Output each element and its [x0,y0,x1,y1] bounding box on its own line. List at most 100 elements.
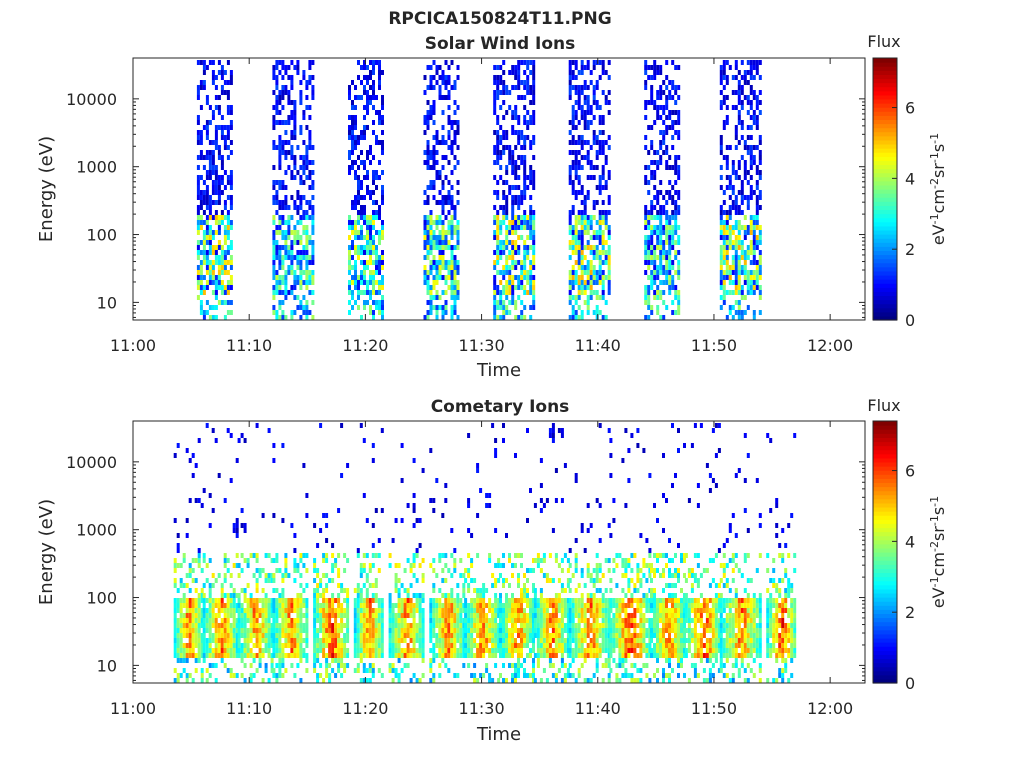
heatmap-cell [599,270,602,275]
heatmap-cell [453,648,456,653]
heatmap-cell [596,80,599,85]
heatmap-cell [485,613,488,618]
heatmap-cell [665,200,668,205]
heatmap-cell [587,85,590,90]
heatmap-cell [348,85,351,90]
heatmap-cell [735,205,738,210]
heatmap-cell [311,75,314,80]
heatmap-cell [218,240,221,245]
heatmap-cell [656,225,659,230]
heatmap-cell [659,95,662,100]
heatmap-cell [665,250,668,255]
heatmap-cell [459,598,462,603]
heatmap-cell [363,105,366,110]
heatmap-cell [523,265,526,270]
heatmap-cell [735,220,738,225]
heatmap-cell [195,558,198,563]
heatmap-cell [427,285,430,290]
heatmap-cell [331,658,334,663]
heatmap-cell [354,300,357,305]
heatmap-cell [419,563,422,568]
heatmap-cell [447,643,450,648]
heatmap-cell [212,648,215,653]
heatmap-cell [662,135,665,140]
heatmap-cell [302,305,305,310]
heatmap-cell [192,558,195,563]
heatmap-cell [360,633,363,638]
heatmap-cell [741,285,744,290]
heatmap-cell [759,265,762,270]
heatmap-cell [511,170,514,175]
heatmap-cell [284,568,287,573]
heatmap-cell [302,628,305,633]
heatmap-cell [650,100,653,105]
heatmap-cell [305,215,308,220]
heatmap-cell [750,290,753,295]
heatmap-cell [569,180,572,185]
heatmap-cell [572,295,575,300]
heatmap-cell [569,140,572,145]
heatmap-cell [505,533,508,538]
heatmap-cell [290,633,293,638]
heatmap-cell [671,60,674,65]
heatmap-cell [723,295,726,300]
heatmap-cell [233,633,236,638]
heatmap-cell [375,60,378,65]
heatmap-cell [236,518,239,523]
heatmap-cell [457,235,460,240]
heatmap-cell [439,65,442,70]
heatmap-cell [299,633,302,638]
heatmap-cell [485,633,488,638]
heatmap-cell [351,150,354,155]
heatmap-cell [197,285,200,290]
heatmap-cell [590,260,593,265]
heatmap-cell [723,250,726,255]
heatmap-cell [203,190,206,195]
heatmap-cell [392,668,395,673]
heatmap-cell [674,200,677,205]
heatmap-cell [230,623,233,628]
heatmap-cell [360,568,363,573]
heatmap-cell [227,300,230,305]
heatmap-cell [424,315,427,320]
heatmap-cell [656,235,659,240]
heatmap-cell [351,265,354,270]
heatmap-cell [209,265,212,270]
heatmap-cell [532,85,535,90]
heatmap-cell [230,300,233,305]
heatmap-cell [587,275,590,280]
heatmap-cell [174,598,177,603]
heatmap-cell [265,628,268,633]
heatmap-cell [381,185,384,190]
heatmap-cell [488,618,491,623]
heatmap-cell [456,598,459,603]
heatmap-cell [357,215,360,220]
heatmap-cell [212,573,215,578]
heatmap-cell [272,290,275,295]
heatmap-cell [511,285,514,290]
heatmap-cell [305,265,308,270]
heatmap-cell [357,185,360,190]
heatmap-cell [348,280,351,285]
heatmap-cell [366,80,369,85]
heatmap-cell [505,653,508,658]
heatmap-cell [372,170,375,175]
heatmap-cell [346,608,349,613]
heatmap-cell [511,115,514,120]
heatmap-cell [581,135,584,140]
heatmap-cell [183,643,186,648]
heatmap-cell [369,245,372,250]
heatmap-cell [491,608,494,613]
heatmap-cell [287,638,290,643]
heatmap-cell [756,270,759,275]
heatmap-cell [653,205,656,210]
heatmap-cell [433,255,436,260]
heatmap-cell [302,623,305,628]
heatmap-cell [448,80,451,85]
heatmap-cell [424,120,427,125]
panel-title: Cometary Ions [431,397,570,417]
heatmap-cell [665,215,668,220]
heatmap-cell [378,230,381,235]
heatmap-cell [436,225,439,230]
colorbar-step [873,62,897,67]
